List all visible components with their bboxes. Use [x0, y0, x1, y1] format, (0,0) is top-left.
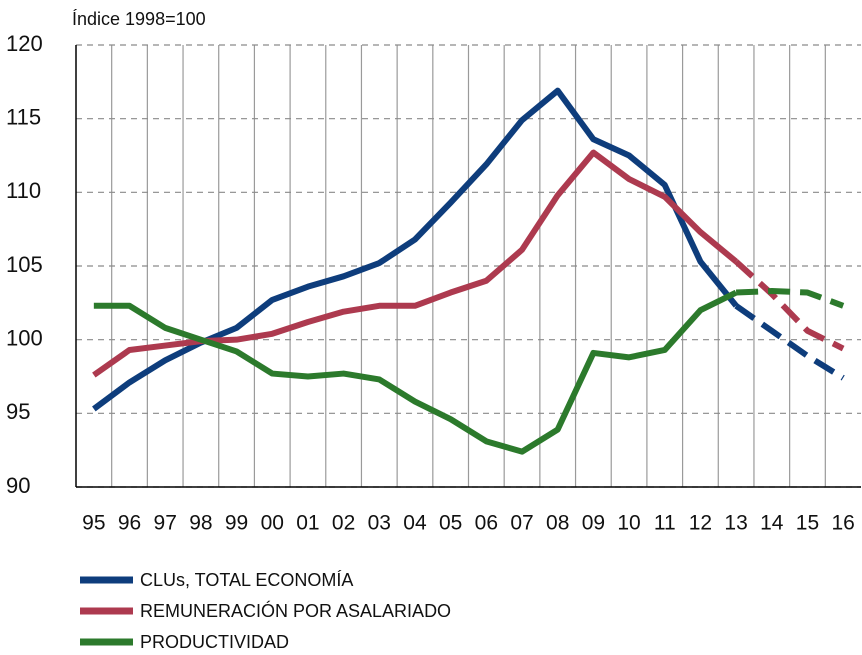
legend-label: CLUs, TOTAL ECONOMÍA: [140, 570, 353, 590]
x-tick-label: 99: [225, 512, 248, 535]
x-tick-label: 13: [724, 512, 747, 535]
x-tick-label: 11: [654, 512, 676, 535]
x-tick-label: 97: [154, 512, 177, 535]
x-tick-label: 98: [189, 512, 212, 535]
line-forecast: [734, 259, 845, 352]
y-tick-label: 100: [6, 325, 43, 350]
x-tick-label: 10: [617, 512, 640, 535]
x-tick-label: 16: [831, 512, 854, 535]
x-tick-label: 09: [582, 512, 605, 535]
x-tick-label: 06: [475, 512, 498, 535]
x-tick-label: 02: [332, 512, 355, 535]
legend-label: PRODUCTIVIDAD: [140, 632, 289, 652]
x-tick-label: 01: [296, 512, 319, 535]
x-tick-label: 03: [368, 512, 391, 535]
line-forecast: [734, 303, 845, 381]
line: [92, 87, 739, 412]
x-tick-label: 04: [403, 512, 427, 535]
x-tick-label: 12: [689, 512, 712, 535]
x-tick-label: 00: [261, 512, 284, 535]
y-tick-label: 110: [6, 178, 41, 203]
x-tick-label: 96: [118, 512, 141, 535]
y-tick-label: 115: [6, 104, 41, 129]
line: [92, 149, 739, 378]
x-tick-label: 95: [82, 512, 105, 535]
y-tick-label: 90: [6, 473, 30, 498]
x-tick-label: 14: [760, 512, 784, 535]
line-forecast: [735, 288, 845, 309]
y-tick-label: 120: [6, 31, 43, 56]
y-tick-label: 95: [6, 399, 30, 424]
x-tick-label: 15: [796, 512, 819, 535]
line: [93, 289, 738, 455]
legend-label: REMUNERACIÓN POR ASALARIADO: [140, 600, 451, 621]
x-tick-label: 08: [546, 512, 569, 535]
x-tick-label: 07: [510, 512, 533, 535]
axis-label: Índice 1998=100: [72, 9, 206, 29]
y-tick-label: 105: [6, 252, 43, 277]
x-tick-label: 05: [439, 512, 462, 535]
